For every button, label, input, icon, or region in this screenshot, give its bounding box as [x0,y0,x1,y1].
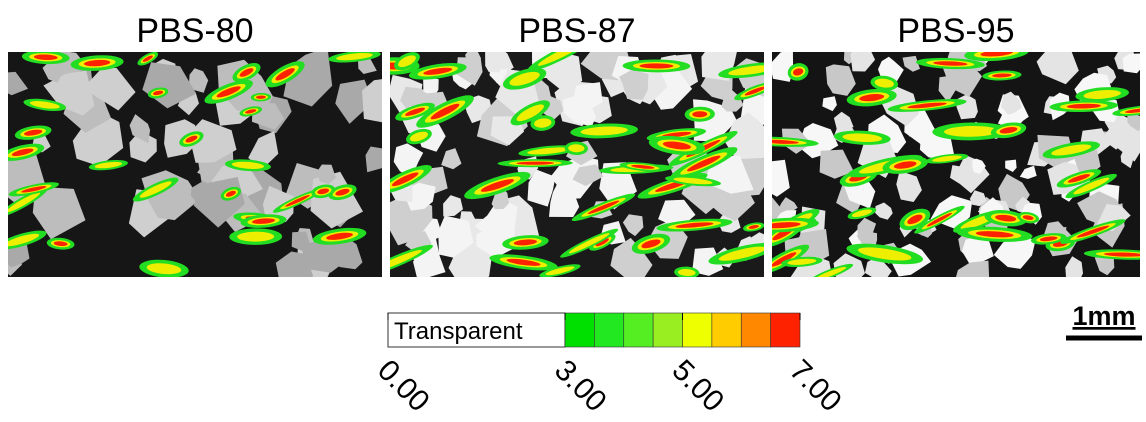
panel-image [357,31,785,291]
figure: Transparent 1mm PBS-80 PBS-87 PBS-95 0.00 3.… [0,0,1146,422]
colorbar-cell [624,313,653,347]
colorbar-cell [653,313,682,347]
tick-label: 3.00 [548,354,613,419]
colorbar-cell [683,313,712,347]
panel-image [0,48,397,292]
colorbar-cell [565,313,594,347]
tick-label: 0.00 [371,354,436,419]
colorbar-label: Transparent [394,318,523,345]
tick-label: 7.00 [783,354,848,419]
grain [1123,53,1145,73]
grain [366,147,391,173]
panel-image [739,41,1146,299]
panel-title: PBS-87 [518,12,635,50]
colorbar-cell [771,313,800,347]
tick-label: 5.00 [666,354,731,419]
panel-title: PBS-80 [136,12,253,50]
scale-label: 1mm [1072,301,1135,331]
panel-title: PBS-95 [897,12,1014,50]
colorbar-cell [741,313,770,347]
colorbar-cell [594,313,623,347]
grain [485,47,514,73]
colorbar-cell [712,313,741,347]
